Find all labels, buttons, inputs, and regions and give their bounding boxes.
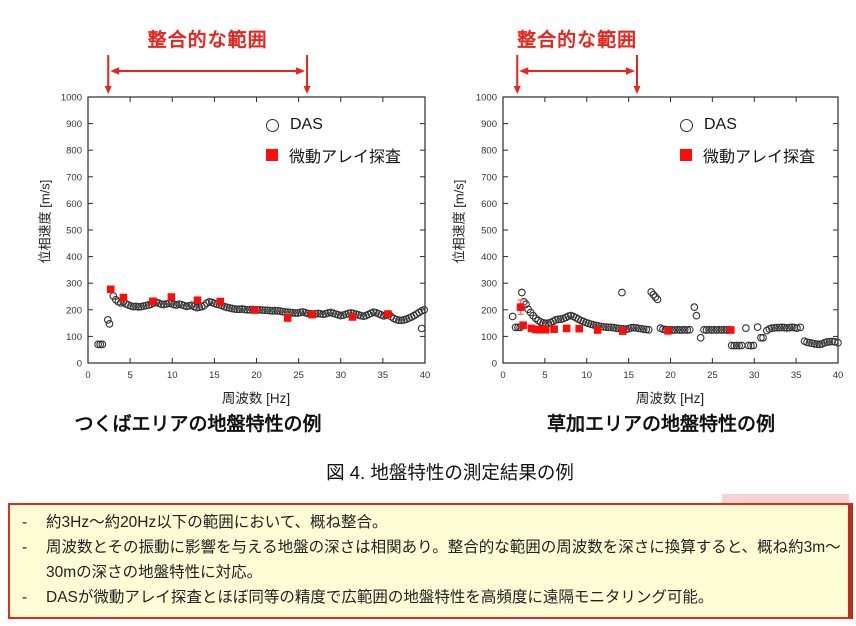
svg-text:5: 5	[542, 370, 547, 381]
legend-row-das: DAS	[680, 110, 815, 140]
svg-text:100: 100	[66, 332, 82, 343]
svg-text:800: 800	[481, 146, 497, 157]
x-axis-label: 周波数 [Hz]	[221, 391, 291, 406]
svg-text:10: 10	[167, 370, 178, 381]
square-marker-icon	[266, 149, 278, 161]
svg-text:0: 0	[492, 359, 497, 370]
chart-soka: 0 5 10 15 20 25 30 35 40 0 100 200 300 400 500 600 700 80…	[430, 0, 856, 450]
legend-row-array: 微動アレイ探査	[680, 140, 815, 170]
circle-marker-icon	[266, 118, 279, 132]
legend-label-array: 微動アレイ探査	[703, 149, 816, 166]
x-axis-label: 周波数 [Hz]	[635, 391, 705, 406]
chart-title-tsukuba: つくばエリアの地盤特性の例	[74, 414, 322, 435]
circle-marker-icon	[680, 118, 693, 132]
svg-text:900: 900	[481, 119, 497, 130]
bullet-dash: -	[22, 539, 28, 556]
svg-text:10: 10	[581, 370, 592, 381]
legend: DAS 微動アレイ探査	[680, 110, 815, 170]
svg-text:300: 300	[481, 279, 497, 290]
consistent-range-annotation: 整合的な範囲	[517, 30, 638, 51]
svg-text:600: 600	[66, 199, 82, 210]
svg-text:600: 600	[481, 199, 497, 210]
bullet-dash: -	[22, 589, 28, 606]
svg-text:20: 20	[665, 370, 676, 381]
svg-text:30: 30	[749, 370, 760, 381]
svg-text:25: 25	[707, 370, 718, 381]
legend-label-array: 微動アレイ探査	[289, 149, 402, 166]
svg-text:0: 0	[77, 359, 82, 370]
svg-text:700: 700	[66, 172, 82, 183]
svg-text:800: 800	[66, 146, 82, 157]
note-text: 約3Hz〜約20Hz以下の範囲において、概ね整合。	[46, 514, 388, 531]
svg-text:20: 20	[251, 370, 262, 381]
svg-text:200: 200	[66, 305, 82, 316]
svg-text:300: 300	[66, 279, 82, 290]
svg-text:40: 40	[833, 370, 844, 381]
bullet-dash: -	[22, 514, 28, 531]
note-item: - 周波数とその振動に影響を与える地盤の深さは相関あり。整合的な範囲の周波数を深…	[18, 535, 842, 585]
chart-svg-1: 0 5 10 15 20 25 30 35 40010020030040050060070080…	[476, 55, 844, 381]
square-marker-icon	[680, 149, 692, 161]
note-text: DASが微動アレイ探査とほぼ同等の精度で広範囲の地盤特性を高頻度に遠隔モニタリン…	[46, 589, 714, 606]
chart-title-soka: 草加エリアの地盤特性の例	[546, 414, 775, 435]
svg-text:1000: 1000	[61, 93, 82, 104]
chart-tsukuba: 0 5 10 15 20 25 30 35 40 0 100 200 300 400 500 600 700 80…	[0, 0, 431, 450]
svg-text:5: 5	[127, 370, 132, 381]
chart-svg-0: 0 5 10 15 20 25 30 35 40010020030040050060070080…	[61, 55, 430, 381]
legend-label-das: DAS	[704, 116, 737, 133]
y-axis-label: 位相速度 [m/s]	[37, 179, 53, 264]
y-axis-label: 位相速度 [m/s]	[451, 179, 467, 264]
svg-text:25: 25	[293, 370, 304, 381]
note-box-accent-strip	[722, 494, 849, 503]
svg-text:15: 15	[209, 370, 220, 381]
summary-note-box: - 約3Hz〜約20Hz以下の範囲において、概ね整合。 - 周波数とその振動に影…	[8, 503, 853, 619]
svg-text:40: 40	[420, 370, 430, 381]
svg-text:400: 400	[66, 252, 82, 263]
svg-text:0: 0	[85, 370, 90, 381]
svg-text:15: 15	[623, 370, 634, 381]
svg-text:200: 200	[481, 305, 497, 316]
svg-text:100: 100	[481, 332, 497, 343]
note-item: - DASが微動アレイ探査とほぼ同等の精度で広範囲の地盤特性を高頻度に遠隔モニタ…	[18, 585, 842, 610]
svg-text:400: 400	[481, 252, 497, 263]
svg-text:35: 35	[378, 370, 389, 381]
consistent-range-annotation: 整合的な範囲	[147, 30, 268, 51]
svg-text:30: 30	[335, 370, 346, 381]
svg-text:35: 35	[791, 370, 802, 381]
legend: DAS 微動アレイ探査	[266, 110, 401, 170]
svg-text:700: 700	[481, 172, 497, 183]
svg-text:0: 0	[500, 370, 505, 381]
svg-text:500: 500	[481, 226, 497, 237]
legend-row-array: 微動アレイ探査	[266, 140, 401, 170]
svg-text:500: 500	[66, 226, 82, 237]
svg-text:900: 900	[66, 119, 82, 130]
note-item: - 約3Hz〜約20Hz以下の範囲において、概ね整合。	[18, 510, 842, 535]
svg-text:1000: 1000	[476, 93, 497, 104]
note-text: 周波数とその振動に影響を与える地盤の深さは相関あり。整合的な範囲の周波数を深さに…	[46, 539, 841, 581]
legend-label-das: DAS	[290, 116, 323, 133]
legend-row-das: DAS	[266, 110, 401, 140]
figure-caption: 図 4. 地盤特性の測定結果の例	[326, 462, 574, 483]
